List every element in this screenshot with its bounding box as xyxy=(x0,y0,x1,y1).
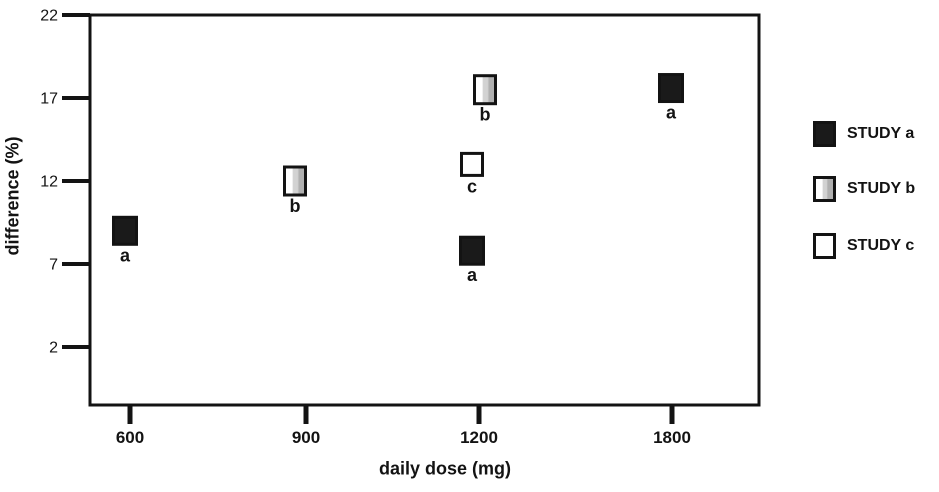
x-tick-label: 600 xyxy=(116,428,144,447)
data-point-marker-study-a xyxy=(658,73,684,104)
y-tick-label: 2 xyxy=(49,340,58,357)
data-point-label: b xyxy=(480,105,491,125)
x-tick-label: 900 xyxy=(292,428,320,447)
data-point-label: b xyxy=(290,196,301,216)
plot-frame xyxy=(88,13,761,407)
data-point-label: a xyxy=(120,245,131,265)
data-point-marker-study-a xyxy=(112,215,138,246)
data-point-marker-study-a xyxy=(459,235,485,266)
y-tick-label: 12 xyxy=(40,174,58,191)
y-axis-title: difference (%) xyxy=(2,136,23,256)
x-axis-title: daily dose (mg) xyxy=(378,458,512,479)
data-point-marker-study-c xyxy=(460,151,484,177)
x-tick-label: 1200 xyxy=(460,428,498,447)
y-tick-label: 22 xyxy=(40,8,58,25)
data-point-marker-study-b xyxy=(473,74,497,106)
y-tick-label: 7 xyxy=(49,257,58,274)
y-tick-label: 17 xyxy=(40,91,58,108)
data-point-label: a xyxy=(666,103,677,123)
data-point-label: c xyxy=(467,176,477,196)
x-tick-label: 1800 xyxy=(653,428,691,447)
data-point-marker-study-b xyxy=(283,165,307,197)
data-point-label: a xyxy=(467,265,478,285)
